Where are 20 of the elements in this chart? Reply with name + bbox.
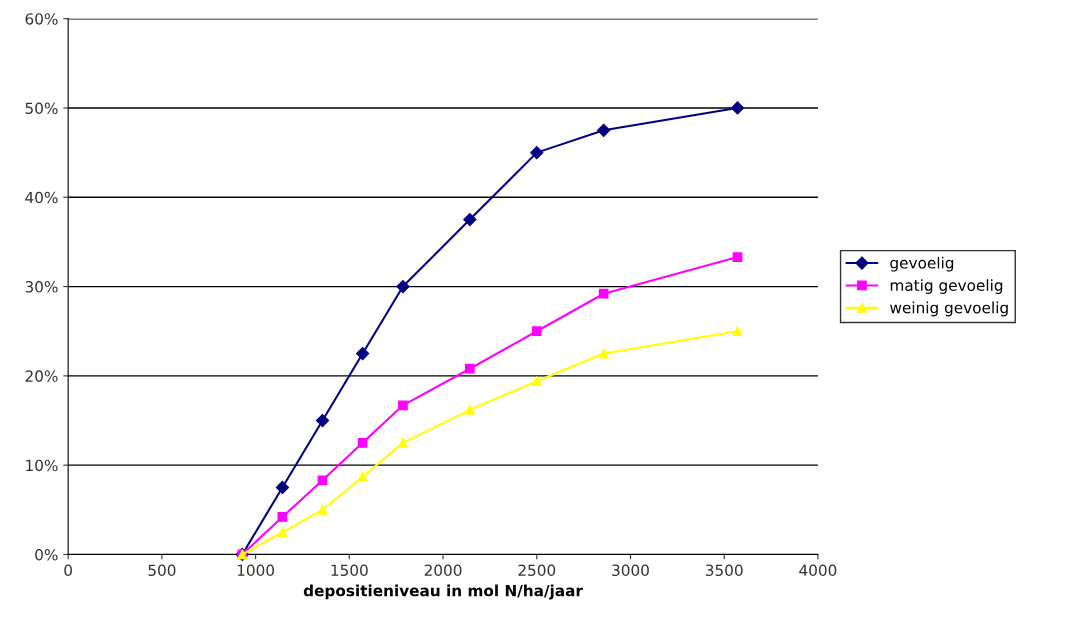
y-tick-label: 60%	[25, 13, 58, 25]
legend-label: gevoelig	[890, 256, 954, 272]
y-tick-label: 0%	[35, 548, 58, 561]
x-tick-label: 4000	[799, 564, 837, 577]
y-tick-label: 30%	[25, 281, 58, 293]
y-tick-label: 10%	[26, 459, 58, 472]
x-tick-label: 2500	[518, 564, 556, 577]
x-tick-label: 2000	[424, 564, 462, 577]
x-tick-label: 0	[64, 564, 73, 577]
y-tick-label: 50%	[25, 102, 58, 115]
x-tick-label: 3500	[705, 564, 743, 577]
x-axis-title: depositieniveau in mol N/ha/jaar	[303, 584, 583, 600]
legend-label: matig gevoelig	[890, 279, 1003, 294]
x-tick-label: 1000	[237, 564, 275, 577]
y-tick-label: 20%	[25, 370, 58, 382]
x-tick-label: 500	[148, 564, 176, 577]
x-tick-label: 1500	[331, 564, 368, 577]
legend-label: weinig gevoelig	[890, 301, 1008, 317]
y-tick-label: 40%	[25, 191, 58, 204]
x-tick-label: 3000	[612, 564, 649, 577]
